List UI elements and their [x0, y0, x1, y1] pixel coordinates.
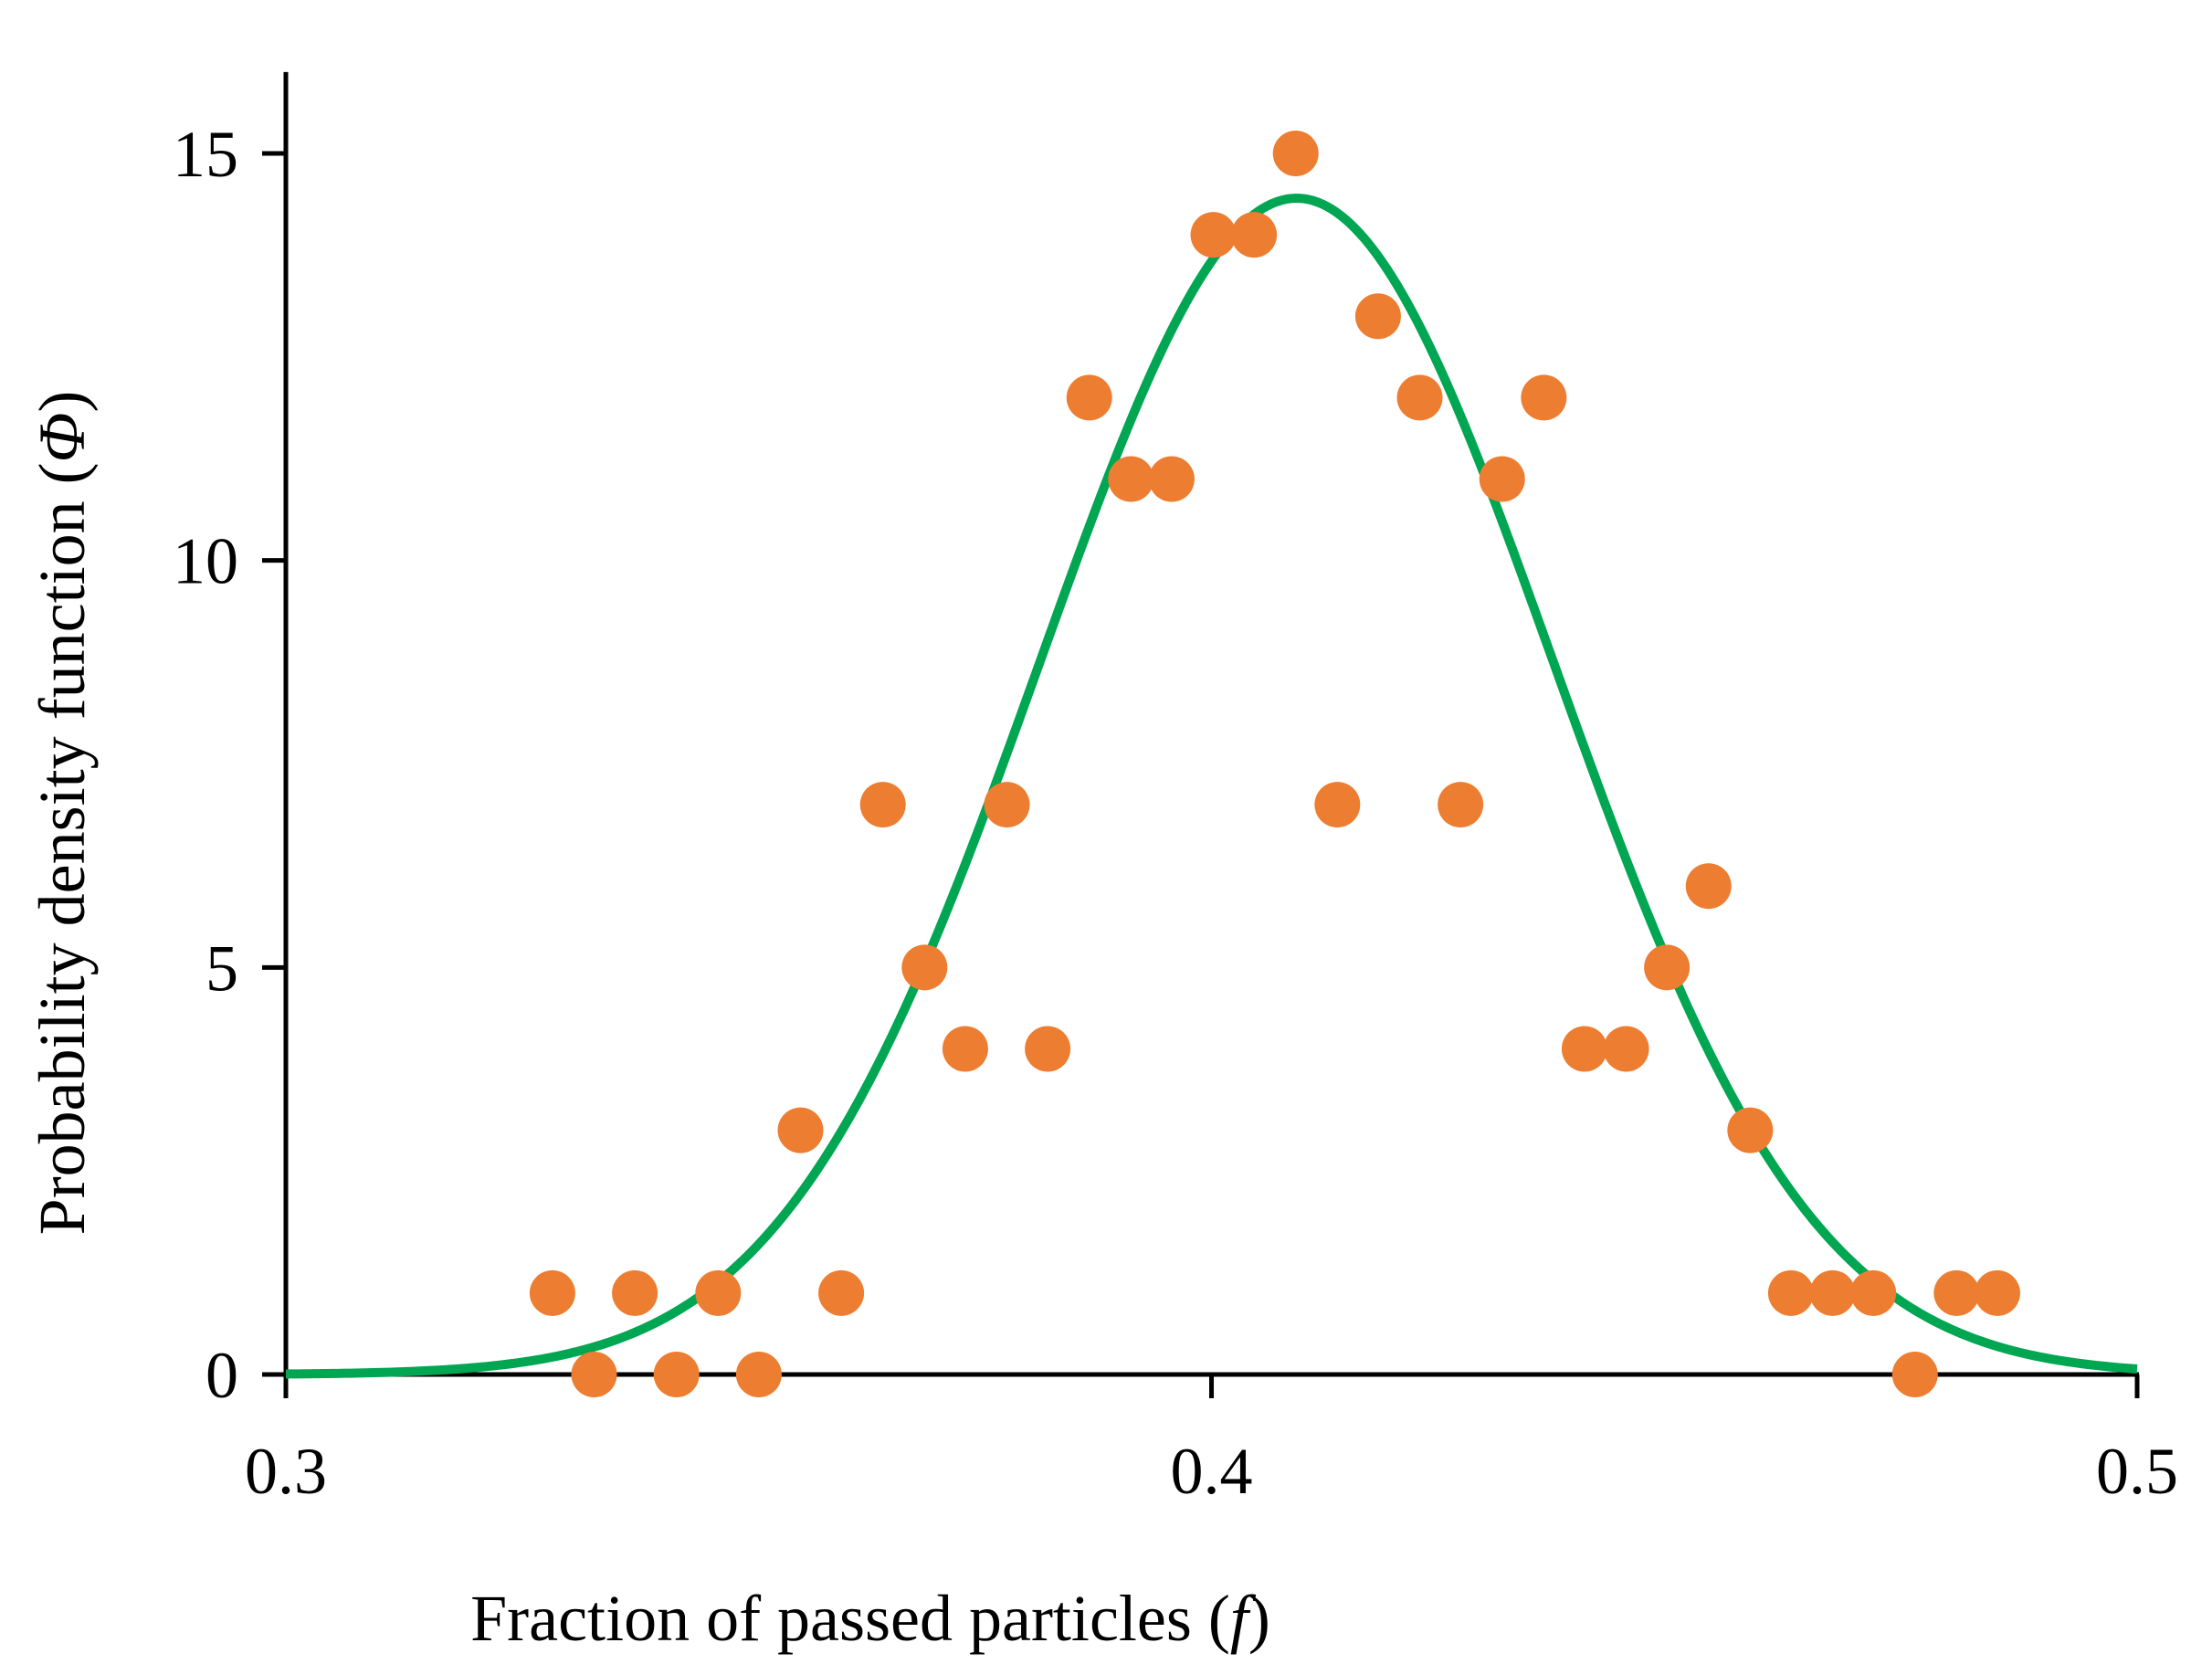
- x-tick-label: 0.3: [245, 1435, 327, 1508]
- fit-curve-layer: [285, 194, 2138, 1379]
- data-point: [1727, 1107, 1774, 1153]
- data-point: [1354, 293, 1401, 340]
- data-point: [1108, 456, 1154, 502]
- data-point: [1561, 1026, 1607, 1072]
- x-tick-label: 0.5: [2096, 1435, 2178, 1508]
- data-point: [653, 1352, 700, 1397]
- data-point: [1891, 1352, 1938, 1397]
- data-point: [1066, 374, 1112, 421]
- data-point: [859, 782, 906, 828]
- data-point: [1314, 782, 1361, 828]
- data-point: [1685, 863, 1732, 910]
- data-point: [1974, 1269, 2020, 1316]
- data-point: [571, 1352, 617, 1397]
- y-tick-label: 5: [205, 932, 238, 1005]
- y-tick-label: 15: [173, 118, 238, 191]
- data-point: [612, 1269, 658, 1316]
- data-point: [1396, 374, 1443, 421]
- data-point: [529, 1269, 575, 1316]
- data-point: [1521, 374, 1567, 421]
- data-point: [1190, 212, 1237, 258]
- fit-curve: [285, 194, 2138, 1379]
- data-point: [1603, 1026, 1649, 1072]
- y-axis-title: Probability density function (Φ): [26, 391, 99, 1236]
- data-point: [1767, 1269, 1814, 1316]
- data-point: [1479, 456, 1525, 502]
- data-point: [695, 1269, 742, 1316]
- tick-labels-layer: 0.3 0.4 0.5 0 5 10 15: [173, 118, 2178, 1508]
- data-point: [1933, 1269, 1980, 1316]
- data-point: [942, 1026, 988, 1072]
- y-tick-label: 0: [205, 1339, 238, 1412]
- x-axis-title: Fraction of passed particles (f): [470, 1582, 1270, 1655]
- data-point: [984, 782, 1030, 828]
- x-tick-label: 0.4: [1171, 1435, 1253, 1508]
- data-point: [901, 944, 948, 991]
- y-tick-label: 10: [173, 525, 238, 598]
- data-point: [1231, 212, 1278, 258]
- data-point: [735, 1352, 782, 1397]
- data-point: [1272, 131, 1319, 176]
- data-point: [1644, 944, 1691, 991]
- data-point: [1148, 456, 1195, 502]
- data-point: [818, 1269, 865, 1316]
- data-point: [777, 1107, 824, 1153]
- data-point: [1850, 1269, 1897, 1316]
- data-point: [1809, 1269, 1856, 1316]
- data-point: [1025, 1026, 1071, 1072]
- data-point: [1438, 782, 1484, 828]
- data-points-layer: [529, 131, 2020, 1397]
